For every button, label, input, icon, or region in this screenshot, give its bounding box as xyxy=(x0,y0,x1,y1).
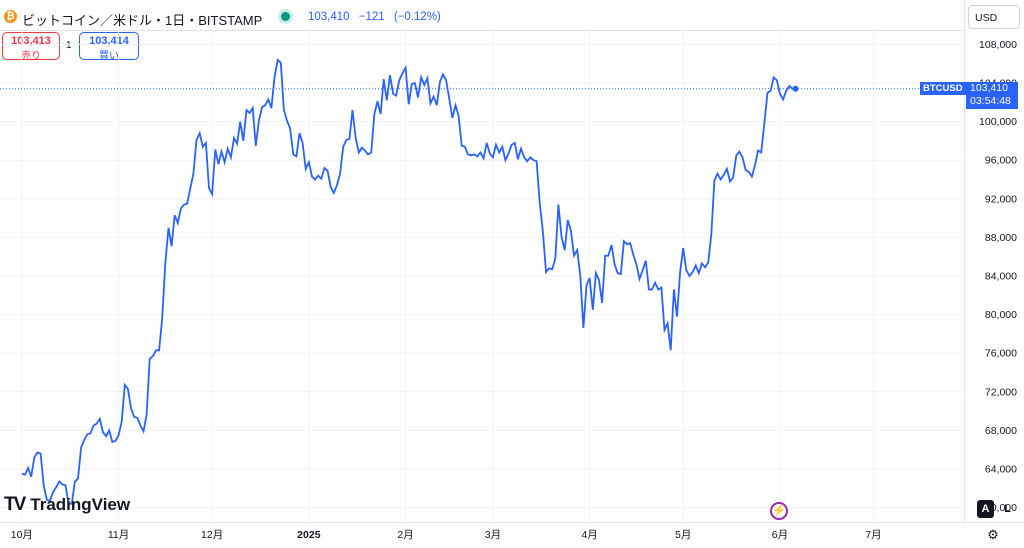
y-tick-label: 96,000 xyxy=(985,155,1017,167)
x-tick-label: 5月 xyxy=(675,529,691,541)
last-price-tag: 103,410 03:54:48 xyxy=(966,81,1018,109)
y-tick-label: 80,000 xyxy=(985,309,1017,321)
y-tick-label: 72,000 xyxy=(985,386,1017,398)
x-tick-label: 4月 xyxy=(581,529,597,541)
sell-label: 売り xyxy=(21,51,41,62)
currency-select[interactable]: USD xyxy=(968,5,1020,29)
x-tick-label: 11月 xyxy=(108,529,129,541)
symbol-price-label: BTCUSD xyxy=(920,82,966,96)
lightning-icon[interactable]: ⚡ xyxy=(770,502,788,520)
tradingview-mark-icon: TV xyxy=(4,494,26,515)
tradingview-logo[interactable]: TV TradingView xyxy=(4,494,131,515)
gear-icon[interactable]: ⚙ xyxy=(987,527,999,542)
bitcoin-icon: ₿ xyxy=(4,10,17,23)
price-series-line xyxy=(21,58,796,505)
price-summary: 103,410 −121 (−0.12%) xyxy=(308,11,447,23)
x-tick-label: 12月 xyxy=(201,529,223,541)
y-axis-border xyxy=(964,0,965,522)
y-tick-label: 76,000 xyxy=(985,348,1017,360)
x-tick-label: 10月 xyxy=(11,529,33,541)
last-price-tag-value: 103,410 xyxy=(970,81,1008,94)
y-axis-labels: 60,00064,00068,00072,00076,00080,00084,0… xyxy=(979,39,1017,514)
x-tick-label: 6月 xyxy=(772,529,788,541)
y-tick-label: 68,000 xyxy=(985,425,1017,437)
buy-label: 買い xyxy=(99,51,119,62)
y-tick-label: 64,000 xyxy=(985,463,1017,475)
x-tick-label: 3月 xyxy=(485,529,501,541)
log-scale-button[interactable]: L xyxy=(1004,503,1011,515)
spread-value: 1 xyxy=(66,40,72,51)
y-tick-label: 84,000 xyxy=(985,271,1017,283)
auto-scale-button[interactable]: A xyxy=(977,500,994,518)
y-tick-label: 108,000 xyxy=(979,39,1017,51)
chart-header: ₿ ビットコイン／米ドル・1日・BITSTAMP 103,410 −121 (−… xyxy=(0,0,964,31)
x-tick-label: 2月 xyxy=(397,529,413,541)
x-axis-border xyxy=(0,522,1024,523)
y-tick-label: 88,000 xyxy=(985,232,1017,244)
horizontal-gridlines xyxy=(0,43,964,509)
y-tick-label: 100,000 xyxy=(979,116,1017,128)
x-tick-label: 7月 xyxy=(865,529,881,541)
price-change-pct: (−0.12%) xyxy=(393,11,441,23)
tradingview-wordmark: TradingView xyxy=(30,495,131,514)
x-axis-labels: 10月 11月 12月 2025 2月 3月 4月 5月 6月 7月 xyxy=(11,529,882,541)
y-tick-label: 92,000 xyxy=(985,193,1017,205)
bar-countdown: 03:54:48 xyxy=(970,94,1011,107)
price-change: −121 xyxy=(358,11,385,23)
last-price-dot xyxy=(792,85,799,92)
market-open-indicator xyxy=(281,12,290,21)
last-price: 103,410 xyxy=(308,11,350,23)
x-tick-label: 2025 xyxy=(297,529,321,541)
symbol-title[interactable]: ビットコイン／米ドル・1日・BITSTAMP xyxy=(22,13,263,28)
